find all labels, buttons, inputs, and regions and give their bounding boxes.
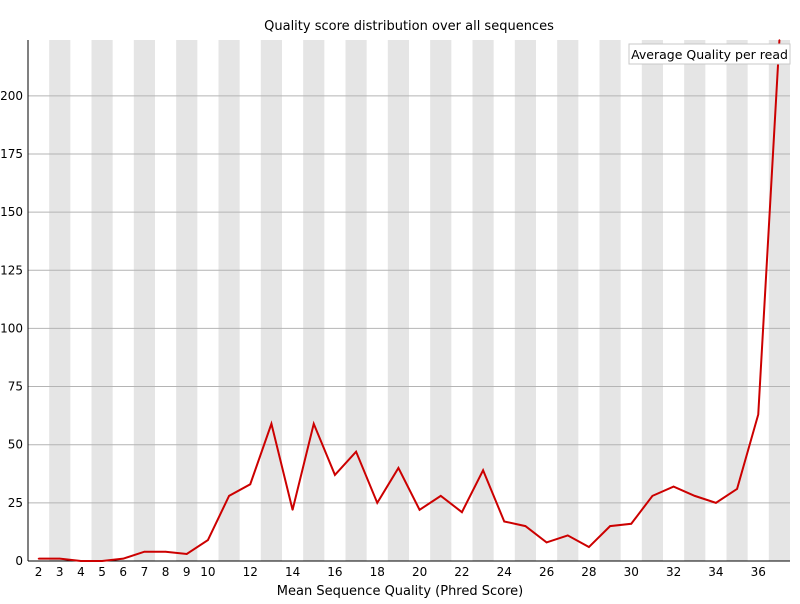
data-point: [715, 502, 717, 504]
column-shade: [726, 40, 748, 561]
data-point: [651, 495, 654, 497]
column-shade: [260, 40, 282, 561]
column-shade: [176, 40, 198, 561]
column-shade: [768, 40, 790, 561]
x-tick-label: 26: [539, 565, 554, 579]
data-point: [270, 422, 273, 425]
data-point: [228, 495, 230, 497]
series-line: [38, 39, 781, 562]
x-tick-label: 10: [200, 565, 215, 579]
data-point: [334, 474, 336, 476]
data-point: [693, 495, 696, 497]
column-shade: [133, 40, 155, 561]
data-point: [482, 469, 484, 472]
y-tick-label: 75: [8, 380, 23, 394]
data-point: [503, 520, 506, 523]
legend-box: [628, 43, 791, 65]
y-tick-label: 125: [0, 263, 23, 277]
data-point: [376, 502, 379, 504]
x-tick-label: 18: [370, 565, 385, 579]
column-shading: [49, 40, 790, 561]
column-shade: [557, 40, 579, 561]
x-tick-label: 32: [666, 565, 681, 579]
x-tick-label: 2: [35, 565, 43, 579]
column-shade: [387, 40, 409, 561]
data-point: [101, 560, 103, 562]
data-point: [37, 557, 40, 560]
x-tick-label: 12: [243, 565, 258, 579]
data-point: [630, 522, 633, 525]
x-tick-label: 7: [141, 565, 149, 579]
x-tick-label: 8: [162, 565, 170, 579]
data-point: [355, 450, 357, 453]
data-point: [397, 467, 400, 469]
data-point: [80, 560, 82, 562]
y-tick-label: 175: [0, 147, 23, 161]
x-tick-label: 24: [497, 565, 512, 579]
data-point: [58, 557, 61, 560]
legend-label: Average Quality per read: [631, 47, 788, 62]
column-shade: [684, 40, 706, 561]
data-point: [164, 550, 167, 553]
column-shade: [303, 40, 325, 561]
series-layer: [37, 39, 781, 562]
x-tick-label: 4: [77, 565, 85, 579]
data-point: [609, 525, 611, 527]
data-point: [291, 509, 294, 511]
column-shade: [218, 40, 240, 561]
x-tick-label: 30: [624, 565, 639, 579]
x-tick-label: 5: [98, 565, 106, 579]
data-point: [312, 422, 315, 425]
y-tick-label: 0: [15, 554, 23, 568]
y-tick-label: 50: [8, 438, 23, 452]
column-shade: [91, 40, 113, 561]
x-tick-label: 36: [751, 565, 766, 579]
x-tick-label: 6: [119, 565, 127, 579]
data-point: [545, 541, 548, 544]
column-shade: [641, 40, 663, 561]
data-point: [461, 511, 463, 513]
data-point: [672, 485, 675, 488]
data-point: [736, 488, 738, 490]
x-tick-label: 16: [327, 565, 342, 579]
data-point: [778, 39, 781, 41]
x-tick-label: 9: [183, 565, 191, 579]
data-point: [185, 553, 188, 555]
y-tick-label: 200: [0, 89, 23, 103]
legend: Average Quality per read: [628, 43, 791, 65]
data-point: [249, 483, 252, 486]
x-tick-label: 3: [56, 565, 64, 579]
data-point: [439, 495, 442, 497]
column-shade: [49, 40, 71, 561]
chart-title: Quality score distribution over all sequ…: [264, 19, 554, 34]
axes: [27, 40, 790, 562]
column-shade: [599, 40, 621, 561]
x-tick-label: 20: [412, 565, 427, 579]
data-point: [524, 525, 527, 527]
x-axis-title: Mean Sequence Quality (Phred Score): [277, 584, 523, 599]
data-point: [566, 534, 569, 537]
column-shade: [514, 40, 536, 561]
y-tick-label: 150: [0, 205, 23, 219]
data-point: [418, 509, 421, 511]
data-point: [588, 546, 590, 548]
x-tick-label: 34: [708, 565, 723, 579]
y-tick-label: 100: [0, 321, 23, 335]
column-shade: [472, 40, 494, 561]
x-tick-label: 28: [581, 565, 596, 579]
y-tick-label: 25: [8, 496, 23, 510]
data-point: [143, 550, 146, 553]
data-point: [207, 539, 209, 541]
x-tick-label: 14: [285, 565, 300, 579]
data-point: [122, 557, 125, 560]
data-point: [757, 413, 760, 416]
column-shade: [345, 40, 367, 561]
column-shade: [430, 40, 452, 561]
x-tick-label: 22: [454, 565, 469, 579]
